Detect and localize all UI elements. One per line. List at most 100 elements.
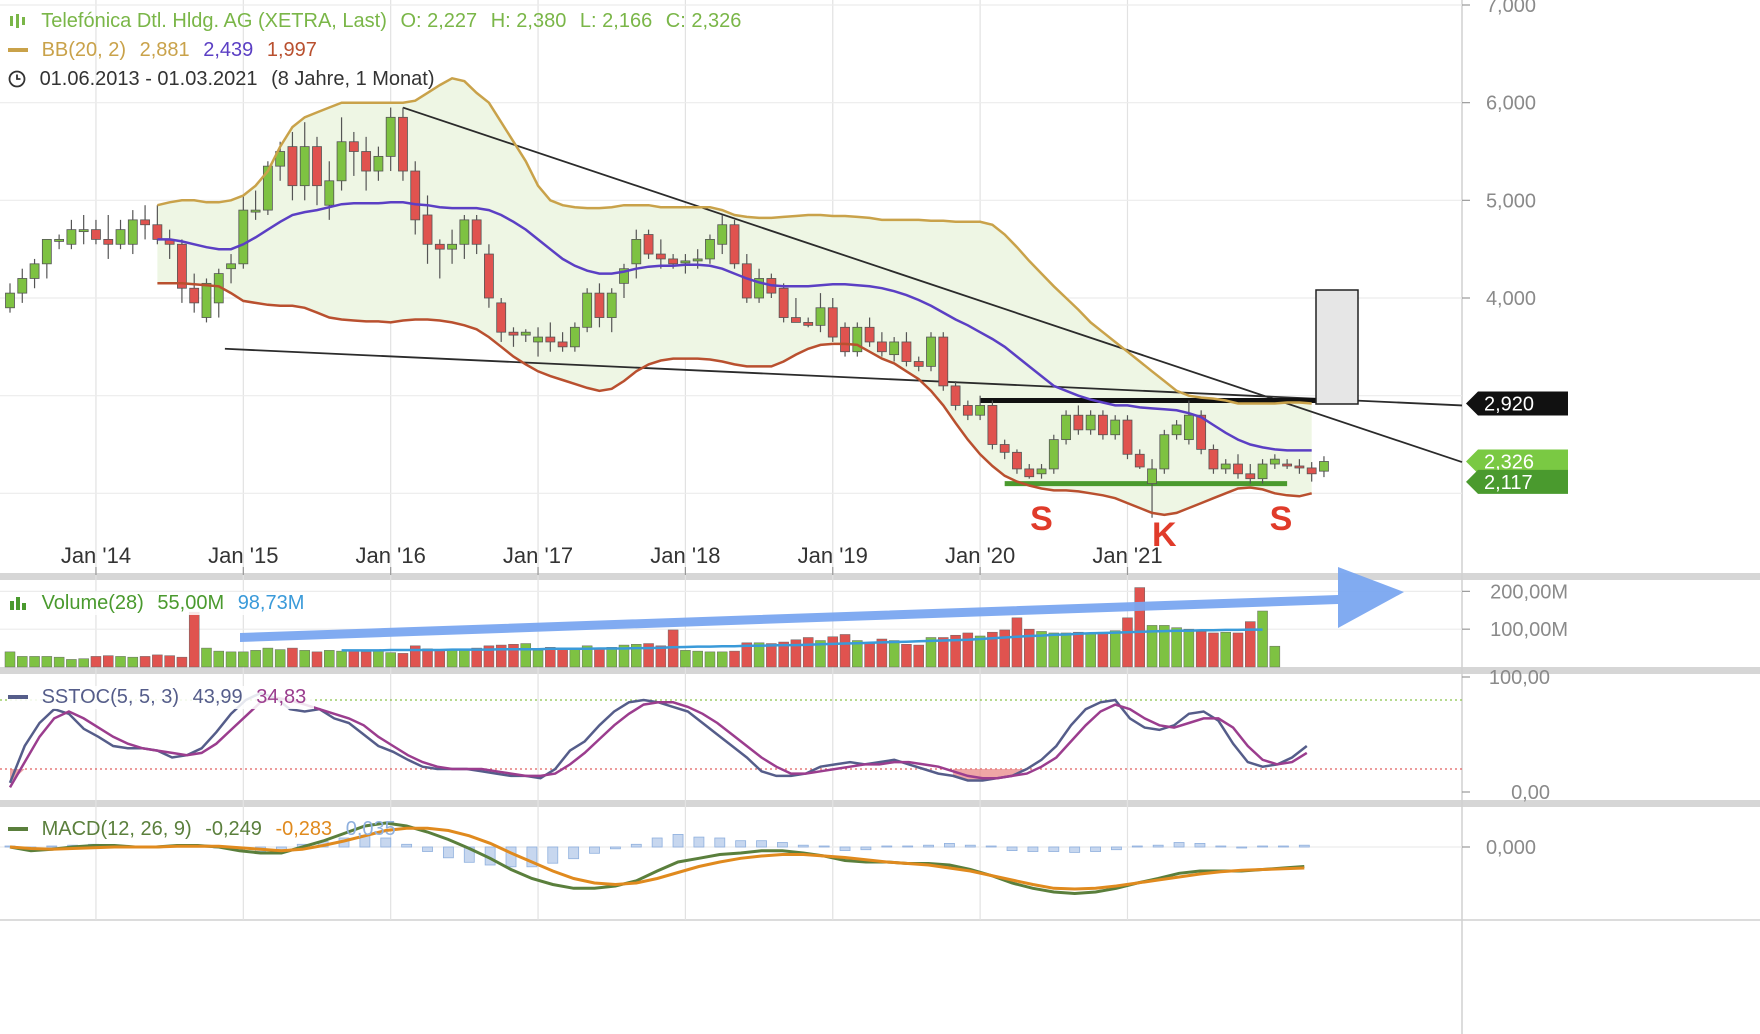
macd-histogram-bar bbox=[923, 844, 934, 848]
x-tick-label: Jan '18 bbox=[650, 543, 720, 568]
x-tick-label: Jan '14 bbox=[61, 543, 131, 568]
volume-bar bbox=[164, 655, 175, 668]
candle-body bbox=[1319, 461, 1329, 472]
sstoc-line-icon bbox=[8, 695, 28, 699]
bollinger-upper-line bbox=[157, 76, 1312, 405]
volume-bar bbox=[508, 644, 519, 668]
candle-body bbox=[1306, 467, 1317, 475]
candle-body bbox=[913, 361, 924, 367]
candle-body bbox=[1024, 468, 1035, 478]
candle-body bbox=[569, 326, 580, 348]
x-tick-label: Jan '20 bbox=[945, 543, 1015, 568]
volume-bar bbox=[606, 647, 617, 668]
price-badge-shape bbox=[1466, 391, 1568, 416]
volume-bar bbox=[1048, 632, 1060, 668]
candle-body bbox=[496, 302, 507, 333]
candle-body bbox=[1269, 458, 1280, 465]
candle-body bbox=[66, 229, 77, 245]
volume-bar bbox=[201, 647, 212, 668]
candle-body bbox=[1147, 468, 1157, 484]
candle-body bbox=[606, 292, 617, 318]
shoulder-left-label: S bbox=[1030, 500, 1053, 538]
sstoc-k-value: 43,99 bbox=[192, 686, 243, 708]
candle-body bbox=[508, 331, 519, 336]
sstoc-legend: SSTOC(5, 5, 3) 43,99 34,83 bbox=[8, 686, 315, 709]
candle-body bbox=[312, 146, 322, 187]
volume-bar bbox=[520, 643, 532, 668]
macd-legend: MACD(12, 26, 9) -0,249 -0,283 0,035 bbox=[8, 818, 404, 841]
volume-bar bbox=[238, 651, 249, 668]
volume-bar bbox=[1269, 645, 1281, 668]
candle-body bbox=[78, 229, 89, 233]
volume-bar bbox=[778, 641, 789, 668]
candle-body bbox=[373, 155, 384, 172]
candle-body bbox=[1245, 473, 1256, 480]
volume-bar bbox=[569, 649, 581, 668]
candle-body bbox=[864, 326, 875, 343]
candle-body bbox=[447, 243, 457, 250]
candle-body bbox=[1208, 448, 1219, 470]
macd-histogram-bar bbox=[1027, 846, 1039, 852]
volume-bar bbox=[127, 656, 139, 668]
volume-tick-label: 200,00M bbox=[1490, 581, 1568, 603]
sstoc-tick-label: 0,00 bbox=[1511, 782, 1550, 804]
candle-body bbox=[41, 238, 52, 265]
volume-bar bbox=[29, 656, 40, 668]
macd-histogram-bar bbox=[1006, 846, 1018, 851]
volume-bar bbox=[446, 649, 458, 668]
ohlc-low: L: 2,166 bbox=[579, 10, 653, 32]
bb-upper-value: 2,881 bbox=[139, 39, 190, 61]
volume-bar bbox=[1097, 631, 1109, 668]
candle-body bbox=[459, 219, 470, 245]
volume-bar bbox=[1036, 631, 1047, 668]
volume-bar bbox=[532, 650, 544, 668]
candle-body bbox=[1061, 414, 1071, 441]
x-tick-label: Jan '17 bbox=[503, 543, 573, 568]
volume-bar bbox=[631, 644, 642, 668]
candle-body bbox=[876, 341, 887, 353]
candle-body bbox=[91, 229, 101, 240]
volume-bar bbox=[1159, 625, 1170, 668]
volume-bar bbox=[311, 651, 323, 668]
candle-body bbox=[717, 224, 728, 245]
volume-bar bbox=[839, 634, 851, 668]
candle-body bbox=[115, 229, 126, 245]
volume-bar bbox=[1245, 621, 1256, 668]
clock-icon bbox=[8, 70, 26, 88]
candle-body bbox=[1122, 419, 1133, 455]
macd-histogram-bar bbox=[568, 846, 580, 860]
candle-body bbox=[201, 282, 212, 318]
candle-body bbox=[803, 322, 814, 326]
macd-histogram-bar bbox=[1069, 846, 1081, 853]
head-label: K bbox=[1152, 516, 1177, 554]
macd-histogram-bar bbox=[693, 836, 705, 848]
candle-body bbox=[1196, 414, 1207, 450]
volume-bar bbox=[545, 647, 556, 668]
price-badge-label: 2,326 bbox=[1484, 451, 1534, 473]
candle-body bbox=[398, 116, 408, 172]
candle-body bbox=[1183, 414, 1194, 441]
candle-body bbox=[975, 405, 986, 416]
volume-bar bbox=[643, 643, 654, 668]
volume-tick-label: 100,00M bbox=[1490, 619, 1568, 641]
macd-histogram-bar bbox=[714, 837, 726, 848]
volume-bar bbox=[852, 640, 863, 668]
candle-body bbox=[127, 219, 138, 245]
candle-body bbox=[54, 238, 65, 242]
volume-bar bbox=[250, 650, 261, 668]
volume-bar bbox=[655, 645, 667, 668]
macd-histogram-bar bbox=[1298, 844, 1310, 848]
volume-bar bbox=[188, 611, 200, 668]
volume-sma-value: 98,73M bbox=[237, 592, 305, 614]
candle-body bbox=[1085, 414, 1096, 431]
volume-bar bbox=[397, 653, 409, 668]
macd-histogram-bar bbox=[1111, 846, 1122, 851]
candle-body bbox=[533, 336, 543, 343]
macd-histogram-bar bbox=[672, 834, 684, 848]
candle-body bbox=[741, 263, 752, 299]
volume-bar bbox=[1023, 628, 1035, 668]
macd-value: -0,249 bbox=[205, 818, 262, 840]
sstoc-d-value: 34,83 bbox=[256, 686, 307, 708]
candle-body bbox=[692, 258, 703, 262]
